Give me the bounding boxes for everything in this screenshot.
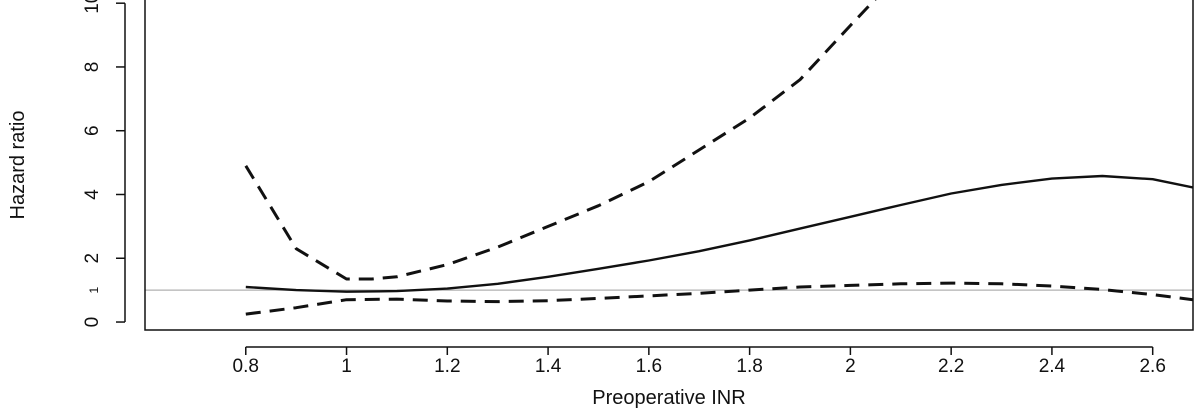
plot-frame <box>144 0 1194 331</box>
y-tick-label: 0 <box>82 317 103 328</box>
upper-ci-line <box>244 0 877 281</box>
series-layer <box>244 0 1193 316</box>
x-axis-title: Preoperative INR <box>592 387 745 409</box>
hazard-ratio-line <box>245 174 1193 293</box>
x-tick-label: 1.4 <box>535 356 562 377</box>
lower-ci-line <box>245 281 1193 316</box>
reference-label: 1 <box>87 286 101 293</box>
x-tick-label: 1.6 <box>636 356 662 377</box>
y-tick-label: 4 <box>82 189 103 200</box>
x-tick-label: 2 <box>845 356 856 377</box>
y-tick-label: 6 <box>82 125 103 136</box>
x-tick-label: 1.2 <box>434 356 460 377</box>
x-tick-label: 1 <box>341 356 352 377</box>
y-tick-label: 10 <box>82 0 103 14</box>
y-tick-label: 8 <box>82 62 103 73</box>
x-tick-label: 0.8 <box>233 356 259 377</box>
x-tick-label: 1.8 <box>736 356 762 377</box>
x-tick-label: 2.4 <box>1039 356 1066 377</box>
y-axis-title: Hazard ratio <box>7 111 29 220</box>
x-axis: 0.8 1 1.2 1.4 1.6 1.8 2 2.2 2.4 2.6 <box>233 346 1166 377</box>
y-tick-label: 2 <box>82 253 103 264</box>
x-tick-label: 2.6 <box>1139 356 1165 377</box>
x-tick-label: 2.2 <box>938 356 964 377</box>
